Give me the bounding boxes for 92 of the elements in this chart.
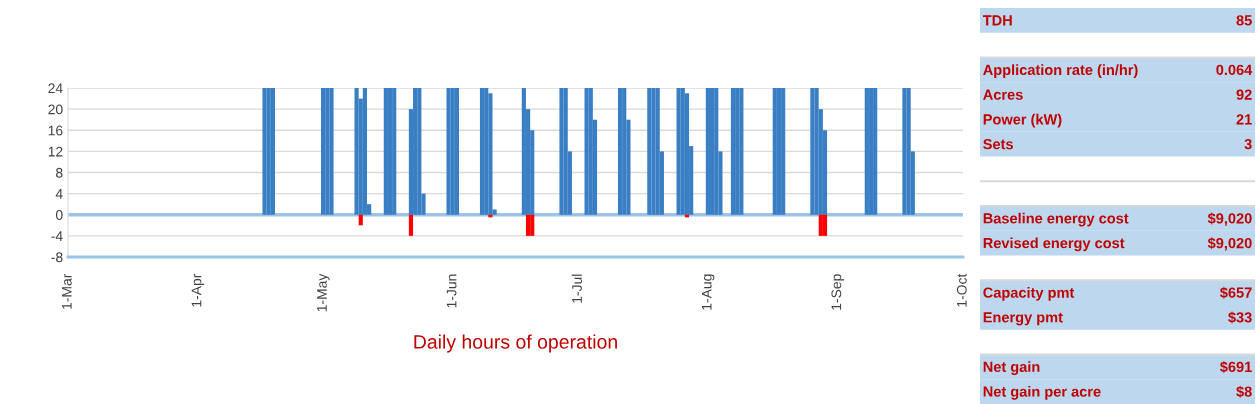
text: 3 [1244,138,1252,150]
bar [530,214,535,236]
text: 92 [1236,89,1252,100]
x-axis-title: Daily hours of operation [414,334,617,353]
category-label: Capacity pmt [983,287,1075,301]
bar [647,88,652,215]
category-label: Power (kW) [983,113,1062,128]
y-tick-label: 12 [48,146,63,157]
bar [781,88,786,215]
bar [446,88,451,215]
bar [454,88,460,215]
x-tick-label: 1-Oct [956,273,967,307]
bar [321,88,326,215]
bar [680,88,685,215]
bar [622,88,627,215]
category-label: Energy pmt [983,312,1063,326]
x-tick-label: 1-Mar [62,273,72,309]
bar [776,88,782,215]
bar [387,88,393,215]
text: $8 [1236,385,1252,398]
text: $9,020 [1207,237,1252,251]
x-tick-label: 1-Aug [701,274,715,310]
text: $657 [1220,286,1252,299]
text: $691 [1220,361,1252,373]
y-tick-label: 8 [56,167,63,178]
y-tick-label: 0 [55,210,63,220]
bar [262,88,267,215]
bar [588,88,593,215]
y-tick-label: 24 [48,83,63,94]
category-label: Application rate (in/hr) [983,64,1138,78]
x-tick-label: 1-Sep [831,274,845,310]
category-label: Net gain per acre [983,386,1101,400]
text: 21 [1236,114,1252,125]
bar [617,88,623,215]
y-tick-label: 4 [55,189,63,199]
x-tick-label: 1-Jun [446,274,457,308]
bar [651,88,656,215]
category-label: Revised energy cost [983,237,1125,252]
bar [864,88,869,215]
bar [417,88,422,215]
bar [810,88,815,215]
category-label: Baseline energy cost [983,212,1129,227]
bar [705,88,710,215]
bar [730,88,736,215]
y-tick-label: 20 [48,104,63,115]
bar [676,88,681,215]
bar [655,88,660,215]
bar [739,88,744,215]
bar [906,88,911,215]
bar [392,88,397,215]
bar [563,88,568,215]
bar [584,88,589,215]
bar [266,88,271,215]
bar [814,88,819,215]
bar [902,88,907,215]
y-tick-label: 16 [48,125,63,136]
text: 85 [1236,15,1252,26]
bar [408,214,414,236]
bar [329,88,334,215]
bar [873,88,878,215]
bar [479,88,485,215]
category-label: Sets [983,138,1013,150]
bar [525,214,531,236]
category-label: Net gain [983,361,1040,375]
bar [868,88,874,215]
bar [714,88,719,215]
bar [559,88,564,215]
bar [772,88,777,215]
bar [521,88,526,215]
bar [383,88,388,215]
bar [709,88,715,215]
x-tick-label: 1-May [317,273,330,312]
bar [822,214,828,236]
text: $9,020 [1207,212,1252,226]
bar [270,88,276,215]
bar [325,88,330,215]
bar [362,88,368,215]
y-tick-label: -4 [51,231,63,241]
bar [818,214,823,236]
bar [484,88,489,215]
text: 0.064 [1216,64,1253,76]
text: $33 [1228,311,1252,324]
x-tick-label: 1-Apr [191,273,205,307]
category-label: TDH [982,15,1012,26]
bar [354,88,359,215]
bar [358,214,363,226]
x-tick-label: 1-Jul [571,274,582,303]
y-tick-label: -8 [51,252,63,263]
bar [413,88,418,215]
bar [450,88,455,215]
bar [735,88,740,215]
category-label: Acres [983,89,1023,100]
